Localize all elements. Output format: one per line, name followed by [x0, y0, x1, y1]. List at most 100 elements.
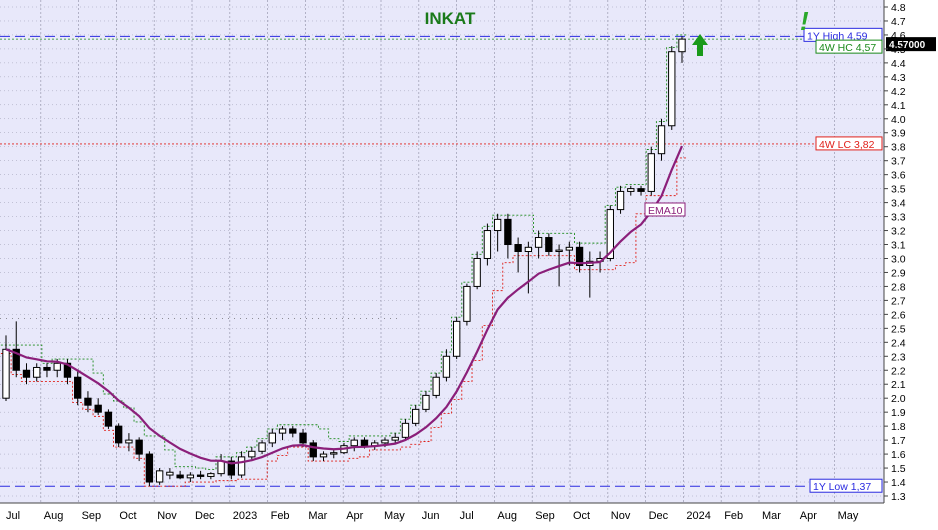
candle-body — [350, 439, 358, 447]
x-tick-label: Sep — [82, 510, 102, 522]
y-tick-label: 3.4 — [891, 198, 906, 210]
candle-body — [186, 474, 195, 479]
y-tick-label: 3.3 — [891, 212, 906, 224]
trailing-stop-lines — [0, 34, 688, 487]
candle-body — [258, 442, 266, 452]
x-tick-label: Jul — [460, 510, 474, 522]
candle-body — [278, 428, 287, 434]
y-tick-label: 2.5 — [891, 323, 906, 335]
candle — [74, 370, 82, 406]
candle — [545, 233, 553, 256]
candle-body — [155, 470, 164, 483]
y-tick-label: 2.1 — [891, 379, 906, 391]
candle — [166, 468, 174, 480]
candle-body — [504, 218, 512, 246]
plot-area — [0, 0, 884, 503]
candle — [504, 213, 512, 259]
x-tick-label: Mar — [308, 510, 327, 522]
candle — [135, 437, 143, 462]
candle — [350, 437, 358, 452]
x-tick-label: Oct — [119, 510, 136, 522]
grid-lines — [0, 0, 884, 503]
candle — [114, 423, 123, 448]
candle-body — [145, 453, 154, 483]
x-tick-label: Dec — [195, 510, 215, 522]
x-tick-label: Apr — [800, 510, 817, 522]
ema-label: EMA10 — [648, 205, 683, 217]
x-tick-label: Feb — [724, 510, 743, 522]
candle-body — [104, 411, 113, 427]
y-tick-label: 4.7 — [891, 16, 906, 28]
candle — [565, 241, 574, 266]
y-tick-label: 2.3 — [891, 351, 906, 363]
candle-body — [463, 285, 471, 322]
y-tick-label: 3.0 — [891, 253, 906, 265]
low-1y-label: 1Y Low 1,37 — [813, 481, 871, 493]
candle-body — [248, 450, 256, 458]
candle-body — [196, 474, 205, 477]
lc-4w-label: 4W LC 3,82 — [819, 139, 875, 151]
candle-body — [53, 362, 61, 371]
candle-body — [166, 471, 174, 476]
candle — [104, 409, 113, 429]
candle-body — [606, 209, 614, 259]
candle-body — [391, 436, 399, 441]
candle — [422, 391, 430, 413]
candle — [432, 373, 440, 399]
candle — [33, 363, 41, 382]
y-tick-label: 3.1 — [891, 240, 906, 252]
x-tick-label: May — [384, 510, 405, 522]
y-tick-label: 3.2 — [891, 226, 906, 238]
y-tick-label: 1.3 — [891, 491, 906, 503]
lc-4w-label-box — [815, 136, 883, 151]
y-tick-label: 2.9 — [891, 267, 906, 279]
candle-body — [668, 51, 676, 127]
candle-body — [381, 439, 389, 444]
candle-body — [432, 376, 440, 396]
low-1y-label-box — [809, 478, 883, 493]
candle — [678, 36, 686, 63]
price-label: 4.57000 — [889, 40, 926, 51]
candle — [145, 451, 154, 487]
candle — [176, 470, 184, 480]
candle-body — [452, 320, 461, 357]
candle-body — [319, 453, 328, 458]
candle — [12, 321, 20, 378]
candle — [248, 447, 256, 462]
candle — [473, 251, 481, 290]
y-tick-label: 2.0 — [891, 393, 906, 405]
candle — [258, 440, 266, 455]
y-tick-label: 1.8 — [891, 421, 906, 433]
x-tick-label: Jul — [6, 510, 20, 522]
candle — [309, 440, 317, 462]
candle — [43, 363, 51, 378]
y-tick-label: 3.7 — [891, 156, 906, 168]
hc-4w-trail — [0, 34, 688, 470]
candle — [412, 405, 420, 427]
y-tick-label: 4.2 — [891, 86, 906, 98]
candle-body — [217, 460, 225, 475]
candle-body — [473, 257, 481, 287]
y-axis: 1.3 1.4 1.5 1.6 1.7 1.8 1.9 2.0 2.1 2.2 2.3 2.4 2.5 2… — [884, 2, 906, 503]
candle-body — [555, 249, 563, 253]
candle — [442, 349, 451, 382]
candle-body — [637, 188, 645, 192]
candle-body — [575, 246, 584, 266]
y-tick-label: 3.9 — [891, 128, 906, 140]
candle — [330, 449, 338, 459]
candle-body — [176, 474, 184, 479]
y-tick-label: 2.7 — [891, 295, 906, 307]
y-tick-label: 1.7 — [891, 435, 906, 447]
candle-body — [22, 369, 31, 378]
candle — [668, 46, 676, 130]
candle-body — [207, 473, 215, 477]
candle-body — [678, 38, 686, 53]
candle-body — [84, 397, 92, 406]
x-tick-label: Nov — [611, 510, 631, 522]
candle — [463, 283, 471, 326]
candle-body — [616, 190, 625, 211]
candle-body — [74, 376, 82, 399]
y-tick-label: 1.4 — [891, 477, 906, 489]
candle — [278, 426, 287, 441]
